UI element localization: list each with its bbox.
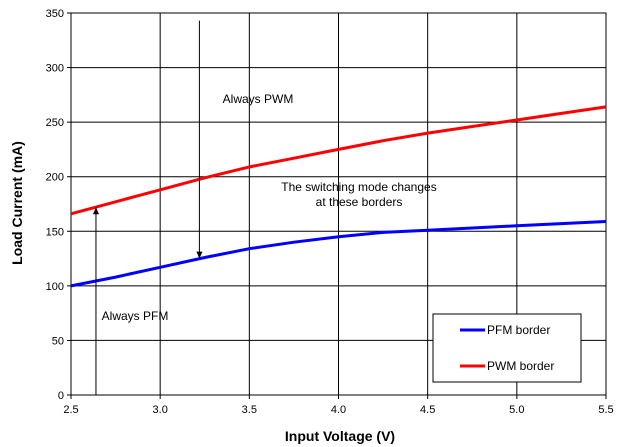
annotation-always-pwm: Always PWM xyxy=(223,92,294,106)
arrow-up-head xyxy=(92,207,99,215)
x-tick-label: 5.5 xyxy=(598,404,613,416)
legend-label-pwm: PWM border xyxy=(487,359,554,373)
y-tick-label: 0 xyxy=(58,390,64,402)
arrow-down-head xyxy=(196,251,203,259)
x-tick-label: 3.0 xyxy=(153,404,168,416)
x-axis-title: Input Voltage (V) xyxy=(285,428,395,444)
annotations: Always PWM Always PFM The switching mode… xyxy=(102,92,437,323)
series-line-pwm xyxy=(70,105,607,216)
annotation-mode-change-line2: at these borders xyxy=(316,195,403,209)
y-tick-label: 300 xyxy=(46,63,64,75)
legend-box xyxy=(432,313,582,383)
y-tick-label: 250 xyxy=(46,117,64,129)
y-tick-label: 50 xyxy=(52,335,64,347)
series-lines xyxy=(70,105,607,288)
x-tick-label: 2.5 xyxy=(63,404,78,416)
x-tick-labels: 2.5 3.0 3.5 4.0 4.5 5.0 5.5 xyxy=(63,404,613,416)
gridlines xyxy=(71,13,606,395)
axes xyxy=(67,12,607,399)
y-tick-label: 150 xyxy=(46,226,64,238)
y-tick-label: 350 xyxy=(46,8,64,20)
x-tick-label: 3.5 xyxy=(242,404,257,416)
y-tick-label: 200 xyxy=(46,172,64,184)
y-axis-title: Load Current (mA) xyxy=(9,141,25,265)
series-line-pfm xyxy=(70,220,607,288)
y-tick-label: 100 xyxy=(46,281,64,293)
annotation-mode-change-line1: The switching mode changes xyxy=(281,180,436,194)
x-tick-label: 4.5 xyxy=(420,404,435,416)
legend: PFM border PWM border xyxy=(432,313,582,383)
x-tick-label: 4.0 xyxy=(331,404,346,416)
annotation-always-pfm: Always PFM xyxy=(102,309,169,323)
x-tick-label: 5.0 xyxy=(509,404,524,416)
legend-label-pfm: PFM border xyxy=(487,323,550,337)
y-tick-labels: 0 50 100 150 200 250 300 350 xyxy=(46,8,64,402)
annotation-arrows xyxy=(92,20,203,395)
